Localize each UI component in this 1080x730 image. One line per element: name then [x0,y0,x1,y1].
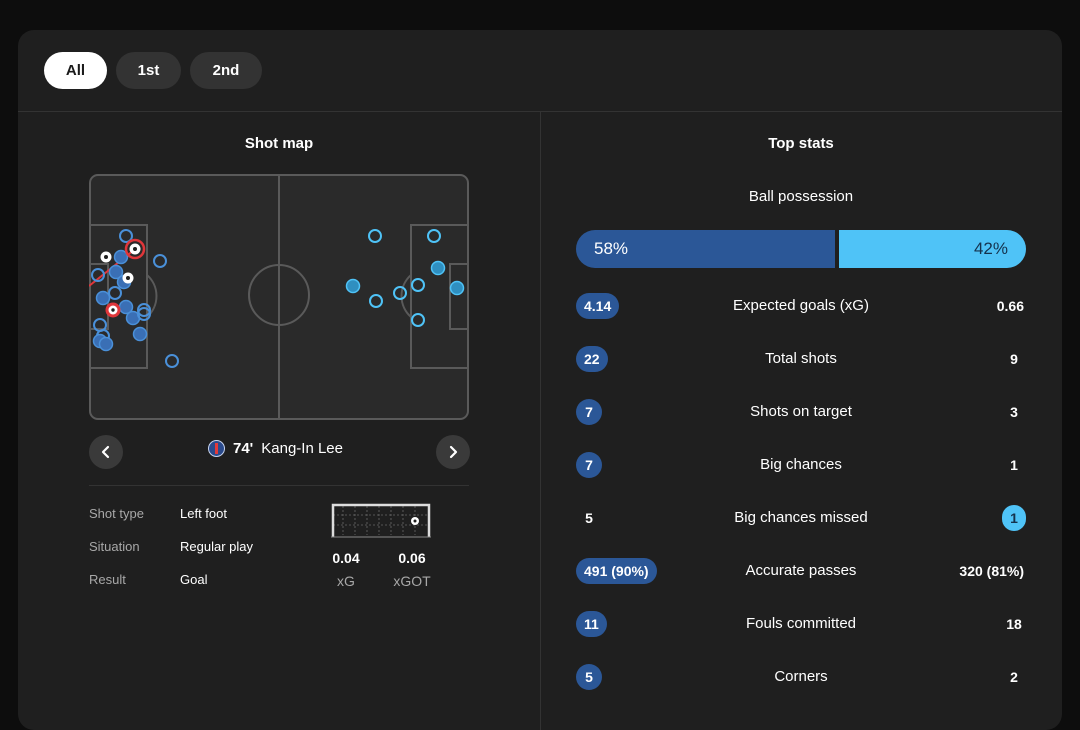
stat-away-value: 320 (81%) [959,563,1024,579]
stat-away-value: 1 [1010,457,1018,473]
shot-marker [368,229,382,243]
shot-map-pitch [89,174,469,420]
match-stats-card: All 1st 2nd Shot map [18,30,1062,730]
previous-shot-button[interactable] [89,435,123,469]
right-penalty-arc [400,274,412,318]
shot-marker [91,268,105,282]
chevron-left-icon [101,445,110,459]
shot-detail-divider [89,485,469,486]
shot-marker [369,294,383,308]
possession-home: 58% [576,230,835,268]
possession-away-value: 42% [973,239,1008,258]
stat-label: Expected goals (xG) [733,297,869,314]
chevron-right-icon [449,445,458,459]
stat-away-value: 1 [1002,505,1026,531]
stat-row: Corners 5 2 [576,662,1026,692]
stat-row: Shots on target 7 3 [576,397,1026,427]
period-filter: All 1st 2nd [44,52,262,89]
shot-marker [411,278,425,292]
shot-marker [411,313,425,327]
stat-label: Big chances missed [734,509,868,526]
stat-away-value: 2 [1010,669,1018,685]
stat-row: Big chances missed 5 1 [576,503,1026,533]
column-divider [540,112,541,730]
xgot-label: xGOT [393,573,431,589]
filter-second-half-button[interactable]: 2nd [190,52,262,89]
shot-marker [430,260,446,276]
shot-marker [165,354,179,368]
stat-home-value: 5 [585,510,593,526]
stat-away-value: 0.66 [996,298,1024,314]
shot-marker [108,286,122,300]
situation-label: Situation [89,539,140,554]
possession-away: 42% [839,230,1026,268]
stat-row: Accurate passes 491 (90%) 320 (81%) [576,556,1026,586]
center-circle [248,264,310,326]
home-shots [91,229,179,368]
result-value: Goal [180,572,208,587]
stat-home-value: 5 [576,664,602,690]
possession-home-value: 58% [594,239,629,258]
stat-away-value: 9 [1010,351,1018,367]
team-crest-icon [208,440,225,457]
shot-minute: 74' [233,440,254,457]
stat-away-value: 18 [1006,616,1022,632]
goal-frame-diagram [331,503,431,538]
stat-home-value: 22 [576,346,608,372]
header-divider [18,111,1062,112]
next-shot-button[interactable] [436,435,470,469]
stat-label: Total shots [765,350,837,367]
stat-home-value: 7 [576,399,602,425]
possession-bar: 58% 42% [576,230,1026,268]
stat-row: Total shots 22 9 [576,344,1026,374]
shot-marker [108,264,124,280]
stat-row: Big chances 7 1 [576,450,1026,480]
stat-home-value: 11 [576,611,607,637]
xg-label: xG [337,573,355,589]
player-name: Kang-In Lee [261,440,343,457]
shot-marker [132,326,148,342]
shot-marker [119,229,133,243]
selected-shot-ring [124,238,146,260]
shot-marker [98,336,114,352]
shot-marker [95,290,111,306]
filter-first-half-button[interactable]: 1st [116,52,181,89]
away-shots [345,229,465,327]
shot-marker [449,280,465,296]
home-goals [100,238,146,318]
stat-home-value: 491 (90%) [576,558,657,584]
shot-marker [153,254,167,268]
shot-type-value: Left foot [180,506,227,521]
shot-marker [345,278,361,294]
shot-type-label: Shot type [89,506,144,521]
right-six-yard-box [449,263,469,330]
filter-all-button[interactable]: All [44,52,107,89]
shot-marker [393,286,407,300]
shot-marker [113,249,129,265]
shot-map-title: Shot map [244,135,314,152]
stat-label: Big chances [760,456,842,473]
shot-marker [427,229,441,243]
situation-value: Regular play [180,539,253,554]
top-stats-title: Top stats [768,135,834,152]
result-label: Result [89,572,126,587]
possession-label: Ball possession [748,188,854,205]
stat-home-value: 4.14 [576,293,620,319]
xgot-value: 0.06 [398,550,426,566]
shot-marker [137,303,151,317]
stat-row: Fouls committed 11 18 [576,609,1026,639]
stat-label: Fouls committed [745,615,857,632]
shot-marker [137,307,151,321]
xg-value: 0.04 [332,550,360,566]
selected-shot-player: 74' Kang-In Lee [208,440,343,457]
stat-row: Expected goals (xG) 4.14 0.66 [576,291,1026,321]
stat-label: Corners [774,668,828,685]
stat-home-value: 7 [576,452,602,478]
stat-away-value: 3 [1010,404,1018,420]
stat-label: Shots on target [750,403,852,420]
